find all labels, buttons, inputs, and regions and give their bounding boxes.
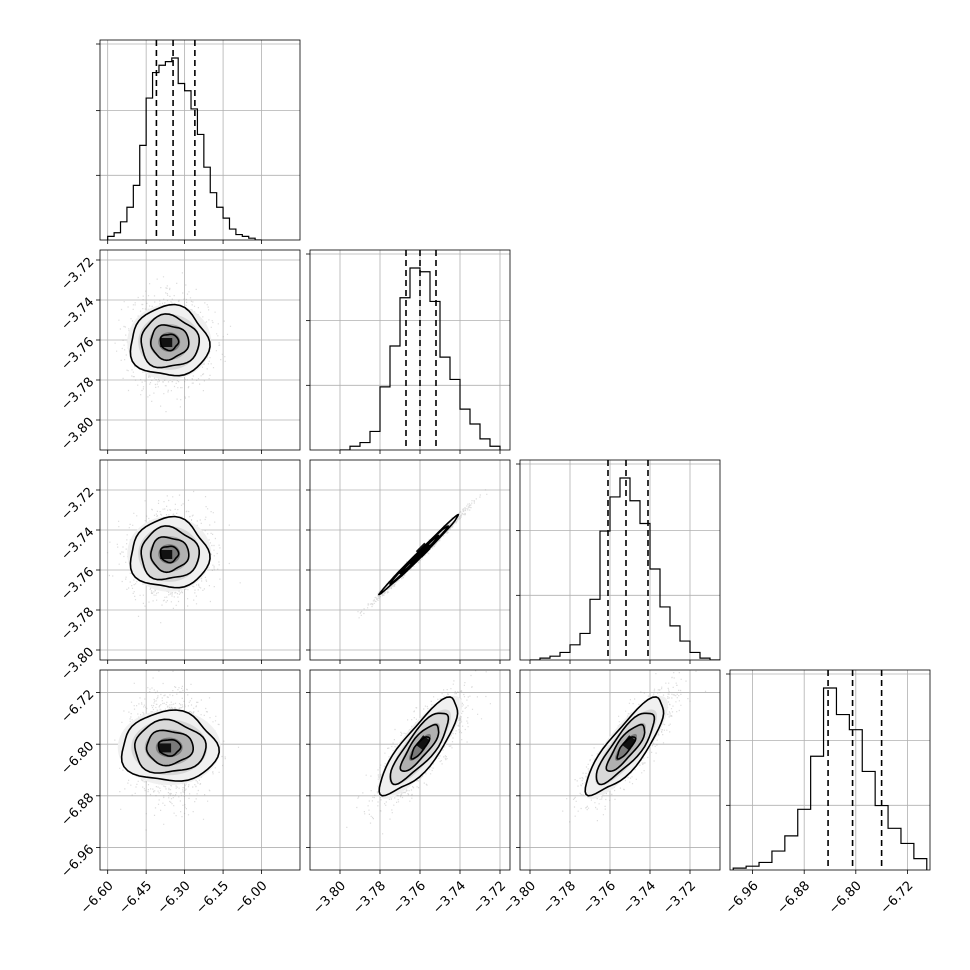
x-tick-label: −3.76	[580, 878, 619, 917]
panel-frame	[309, 249, 511, 451]
histogram-panel-2	[516, 459, 721, 664]
contour-line	[120, 709, 221, 782]
scatter-panel-3-0	[96, 669, 301, 874]
panel-frame	[99, 459, 301, 661]
contour-line	[129, 303, 211, 377]
contour-line	[157, 738, 182, 757]
panel-frame	[309, 459, 511, 661]
x-tick-label: −3.76	[390, 878, 429, 917]
histogram-panel-0	[96, 39, 301, 244]
contour-line	[159, 545, 180, 564]
scatter-panel-2-0	[96, 459, 301, 664]
y-tick-label: −6.72	[59, 687, 98, 726]
panel-frame	[729, 669, 931, 871]
y-tick-label: −3.80	[59, 645, 98, 684]
scatter-panel-2-1	[306, 459, 511, 664]
x-tick-label: −6.96	[723, 878, 762, 917]
scatter-panel-1-0	[96, 249, 301, 454]
y-tick-label: −3.80	[59, 415, 98, 454]
density-peak	[159, 743, 172, 753]
x-tick-label: −6.00	[232, 878, 271, 917]
x-tick-label: −3.74	[430, 878, 469, 917]
contour-line	[145, 729, 194, 767]
contour-line	[129, 515, 211, 589]
contour-line	[399, 723, 440, 773]
histogram-step-line	[107, 57, 262, 240]
contour-line	[616, 736, 637, 760]
contour-line	[595, 712, 656, 786]
x-tick-label: −3.78	[540, 878, 579, 917]
density-peak	[160, 550, 173, 559]
scatter-panel-3-2	[516, 669, 721, 874]
contour-line	[409, 544, 431, 565]
x-tick-label: −3.74	[620, 878, 659, 917]
density-peak	[415, 735, 431, 751]
panel-frame	[99, 669, 301, 871]
y-tick-label: −6.88	[59, 791, 98, 830]
y-tick-label: −3.74	[59, 525, 98, 564]
x-tick-label: −3.72	[470, 878, 509, 917]
contour-line	[140, 525, 200, 581]
y-tick-label: −6.96	[59, 842, 98, 881]
x-tick-label: −3.80	[310, 878, 349, 917]
x-tick-label: −6.60	[78, 878, 117, 917]
y-tick-label: −3.76	[59, 335, 98, 374]
x-tick-label: −6.80	[826, 878, 865, 917]
x-tick-label: −3.80	[500, 878, 539, 917]
contour-line	[377, 513, 460, 596]
y-tick-label: −3.72	[59, 485, 98, 524]
x-tick-label: −6.15	[193, 878, 232, 917]
contour-line	[378, 696, 459, 797]
y-tick-label: −6.80	[59, 739, 98, 778]
x-tick-label: −6.88	[774, 878, 813, 917]
y-tick-label: −3.78	[59, 375, 98, 414]
y-tick-label: −3.74	[59, 295, 98, 334]
x-tick-label: −6.72	[878, 878, 917, 917]
panel-frame	[519, 459, 721, 661]
contour-line	[150, 324, 190, 362]
density-peak	[621, 735, 637, 751]
contour-line	[389, 712, 450, 786]
y-tick-label: −3.76	[59, 565, 98, 604]
panel-frame	[99, 249, 301, 451]
contour-line	[133, 718, 207, 774]
panel-frame	[99, 39, 301, 241]
scatter-panel-3-1	[306, 669, 511, 874]
density-peak	[160, 338, 173, 347]
y-tick-label: −3.78	[59, 605, 98, 644]
contour-line	[605, 723, 646, 773]
contour-line	[140, 313, 200, 369]
x-tick-label: −6.45	[116, 878, 155, 917]
contour-line	[159, 333, 180, 352]
x-tick-label: −6.30	[155, 878, 194, 917]
x-tick-label: −3.78	[350, 878, 389, 917]
panel-frame	[519, 669, 721, 871]
histogram-panel-3	[726, 669, 931, 874]
histogram-step-line	[530, 477, 720, 660]
contour-line	[584, 696, 665, 797]
contour-line	[410, 736, 431, 760]
histogram-panel-1	[306, 249, 511, 454]
x-tick-label: −3.72	[660, 878, 699, 917]
panel-frame	[309, 669, 511, 871]
y-tick-label: −3.72	[59, 255, 98, 294]
contour-line	[150, 536, 190, 574]
histogram-step-line	[732, 687, 928, 870]
